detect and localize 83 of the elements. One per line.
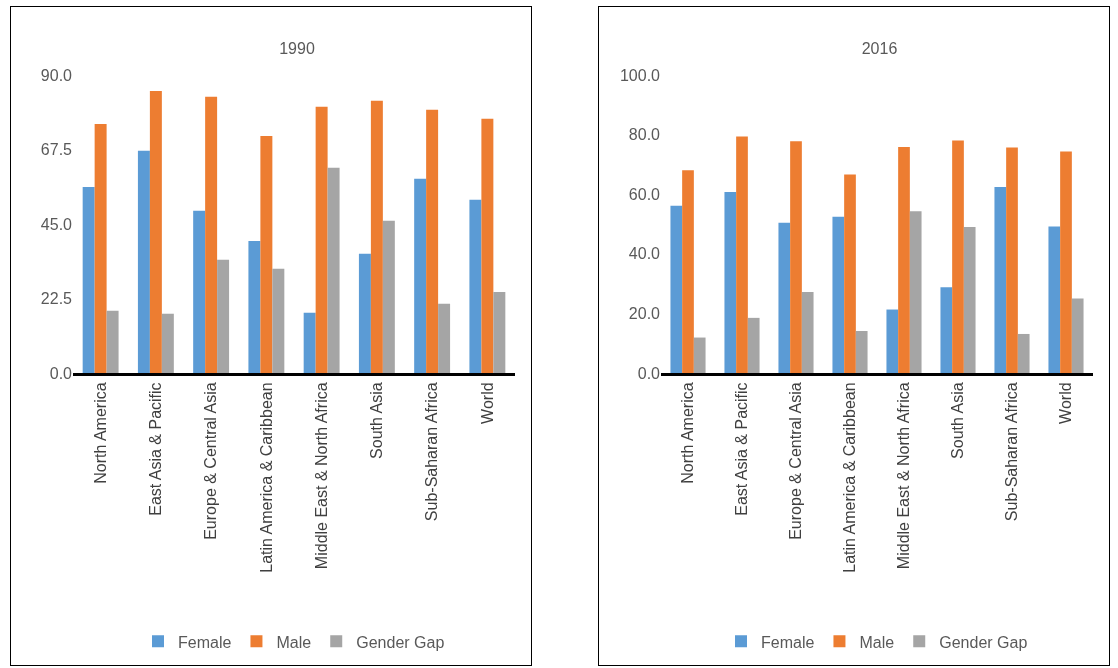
bar — [315, 106, 328, 373]
bar — [137, 150, 150, 373]
y-tick-label: 80.0 — [628, 126, 661, 144]
bar — [1048, 226, 1061, 373]
x-tick-label: Latin America & Caribbean — [257, 382, 275, 573]
bar — [736, 136, 748, 373]
y-tick-label: 22.5 — [40, 290, 73, 308]
bar — [370, 100, 383, 373]
bar — [358, 253, 371, 373]
bar — [481, 118, 494, 373]
x-tick-label: Middle East & North Africa — [312, 382, 330, 570]
bar — [724, 192, 737, 373]
bar — [940, 287, 953, 373]
legend-label: Male — [859, 633, 895, 651]
bar — [248, 240, 261, 373]
bar — [994, 187, 1007, 373]
bar — [670, 205, 683, 373]
bar — [801, 291, 814, 373]
y-tick-label: 45.0 — [40, 215, 73, 233]
bar — [778, 222, 791, 373]
x-tick-label: North America — [91, 382, 109, 484]
bar — [82, 186, 95, 373]
bar — [963, 226, 976, 373]
x-tick-label: World — [478, 382, 496, 424]
bar — [898, 147, 910, 373]
bar — [414, 178, 427, 373]
bar — [909, 211, 922, 373]
x-tick-label: North America — [679, 382, 697, 484]
bar — [886, 309, 899, 373]
y-tick-label: 67.5 — [40, 141, 73, 159]
y-tick-label: 100.0 — [619, 66, 661, 84]
x-tick-label: World — [1057, 382, 1075, 424]
bar — [855, 330, 868, 373]
y-tick-label: 40.0 — [628, 245, 661, 263]
bar — [952, 140, 964, 373]
x-tick-label: Europe & Central Asia — [202, 382, 220, 540]
bar — [693, 337, 706, 373]
x-tick-label: East Asia & Pacific — [147, 382, 165, 516]
chart-title: 2016 — [861, 40, 898, 58]
x-tick-label: East Asia & Pacific — [733, 382, 751, 516]
bar — [1006, 147, 1018, 373]
x-tick-label: South Asia — [368, 382, 386, 459]
bar — [327, 167, 340, 373]
legend-label: Female — [761, 633, 815, 651]
y-tick-label: 0.0 — [49, 364, 73, 382]
x-tick-label: Sub-Saharan Africa — [423, 382, 441, 522]
bar — [260, 135, 273, 373]
y-tick-label: 60.0 — [628, 185, 661, 203]
legend-label: Gender Gap — [356, 633, 445, 651]
x-tick-label: Europe & Central Asia — [787, 382, 805, 540]
bar — [205, 96, 218, 373]
bar — [832, 216, 845, 373]
bar — [149, 90, 162, 373]
bar — [438, 303, 451, 373]
bar — [493, 291, 506, 373]
legend-label: Female — [178, 633, 232, 651]
y-tick-label: 20.0 — [628, 305, 661, 322]
y-tick-label: 90.0 — [40, 66, 73, 84]
bar — [682, 170, 694, 373]
bar — [303, 312, 316, 373]
bar — [161, 313, 174, 373]
x-tick-label: Latin America & Caribbean — [841, 382, 859, 573]
chart-title: 1990 — [279, 40, 315, 58]
bar — [382, 220, 395, 373]
x-tick-label: Middle East & North Africa — [895, 382, 913, 570]
bar — [790, 141, 802, 373]
bar — [193, 210, 206, 373]
x-tick-label: South Asia — [949, 382, 967, 459]
bar — [426, 109, 439, 373]
bar — [1017, 333, 1030, 373]
bar — [217, 259, 230, 373]
y-tick-label: 0.0 — [637, 364, 661, 382]
bar — [272, 268, 285, 373]
legend-label: Male — [276, 633, 312, 651]
bar — [94, 124, 107, 373]
bar — [1071, 298, 1084, 373]
bar — [469, 199, 482, 373]
legend-label: Gender Gap — [939, 633, 1028, 651]
bar — [106, 310, 119, 373]
bar — [844, 174, 856, 373]
x-tick-label: Sub-Saharan Africa — [1003, 382, 1021, 522]
bar — [1060, 151, 1072, 373]
bar — [747, 317, 760, 373]
